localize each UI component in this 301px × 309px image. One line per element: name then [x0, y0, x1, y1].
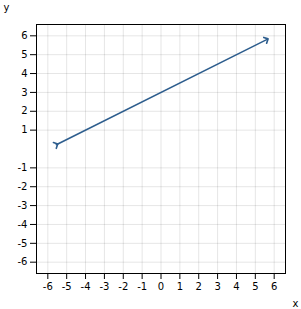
svg-text:-2: -2 — [18, 181, 28, 192]
svg-text:0: 0 — [158, 281, 164, 292]
svg-text:-4: -4 — [18, 219, 28, 230]
svg-text:6: 6 — [21, 30, 27, 41]
svg-text:-5: -5 — [18, 238, 28, 249]
svg-text:6: 6 — [271, 281, 277, 292]
svg-text:1: 1 — [177, 281, 183, 292]
svg-text:-1: -1 — [18, 162, 28, 173]
svg-text:2: 2 — [196, 281, 202, 292]
svg-text:3: 3 — [214, 281, 220, 292]
svg-text:-2: -2 — [118, 281, 128, 292]
svg-text:2: 2 — [21, 105, 27, 116]
svg-text:5: 5 — [252, 281, 258, 292]
svg-text:1: 1 — [21, 124, 27, 135]
svg-text:y: y — [4, 2, 10, 13]
svg-text:3: 3 — [21, 87, 27, 98]
svg-text:-3: -3 — [99, 281, 109, 292]
svg-text:-6: -6 — [18, 256, 28, 267]
svg-text:-6: -6 — [43, 281, 53, 292]
svg-text:-3: -3 — [18, 200, 28, 211]
svg-text:-4: -4 — [81, 281, 91, 292]
svg-text:-5: -5 — [62, 281, 72, 292]
svg-text:-1: -1 — [137, 281, 147, 292]
svg-text:4: 4 — [233, 281, 239, 292]
svg-text:x: x — [293, 298, 299, 309]
svg-text:5: 5 — [21, 49, 27, 60]
svg-text:4: 4 — [21, 68, 27, 79]
